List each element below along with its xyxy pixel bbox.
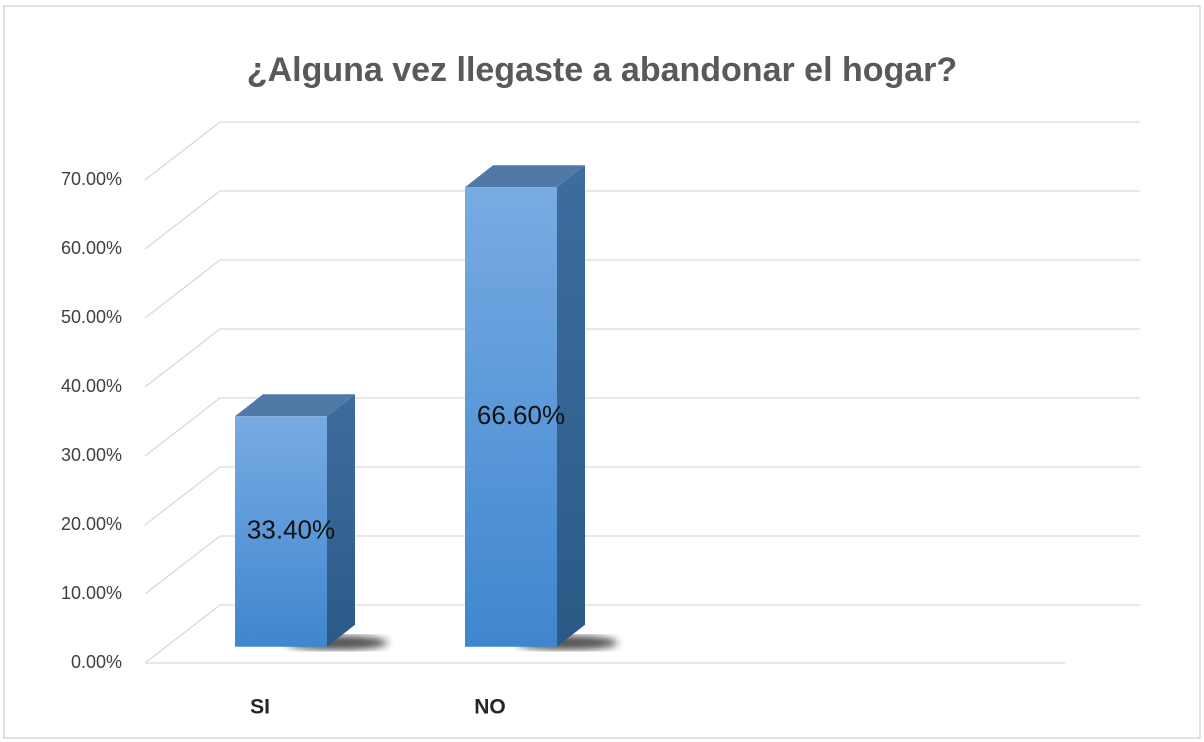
x-tick-label: NO [474,696,506,719]
data-label: 66.60% [477,400,565,430]
y-tick-label: 40.00% [61,376,122,396]
grid-line [144,397,1140,457]
grid-line [144,259,1140,319]
y-tick-label: 60.00% [61,238,122,258]
bar-top [465,165,585,188]
chart-title: ¿Alguna vez llegaste a abandonar el hoga… [247,51,957,89]
y-tick-label: 10.00% [61,583,122,603]
y-tick-label: 0.00% [71,652,122,672]
bar-top [235,394,355,417]
grid-line [144,466,1140,526]
y-tick-label: 20.00% [61,514,122,534]
grid-line [144,535,1140,595]
bar [235,416,327,647]
bar-side [557,165,585,647]
y-tick-label: 30.00% [61,445,122,465]
chart-border [3,5,1201,739]
data-label: 33.40% [247,514,335,544]
x-tick-label: SI [250,696,270,719]
grid-line [144,604,1140,664]
grid-line [144,328,1140,388]
grid-line [144,121,1140,181]
bar-side [327,394,355,647]
y-tick-label: 50.00% [61,307,122,327]
grid-line [144,190,1140,250]
bar [465,187,557,647]
y-tick-label: 70.00% [61,169,122,189]
